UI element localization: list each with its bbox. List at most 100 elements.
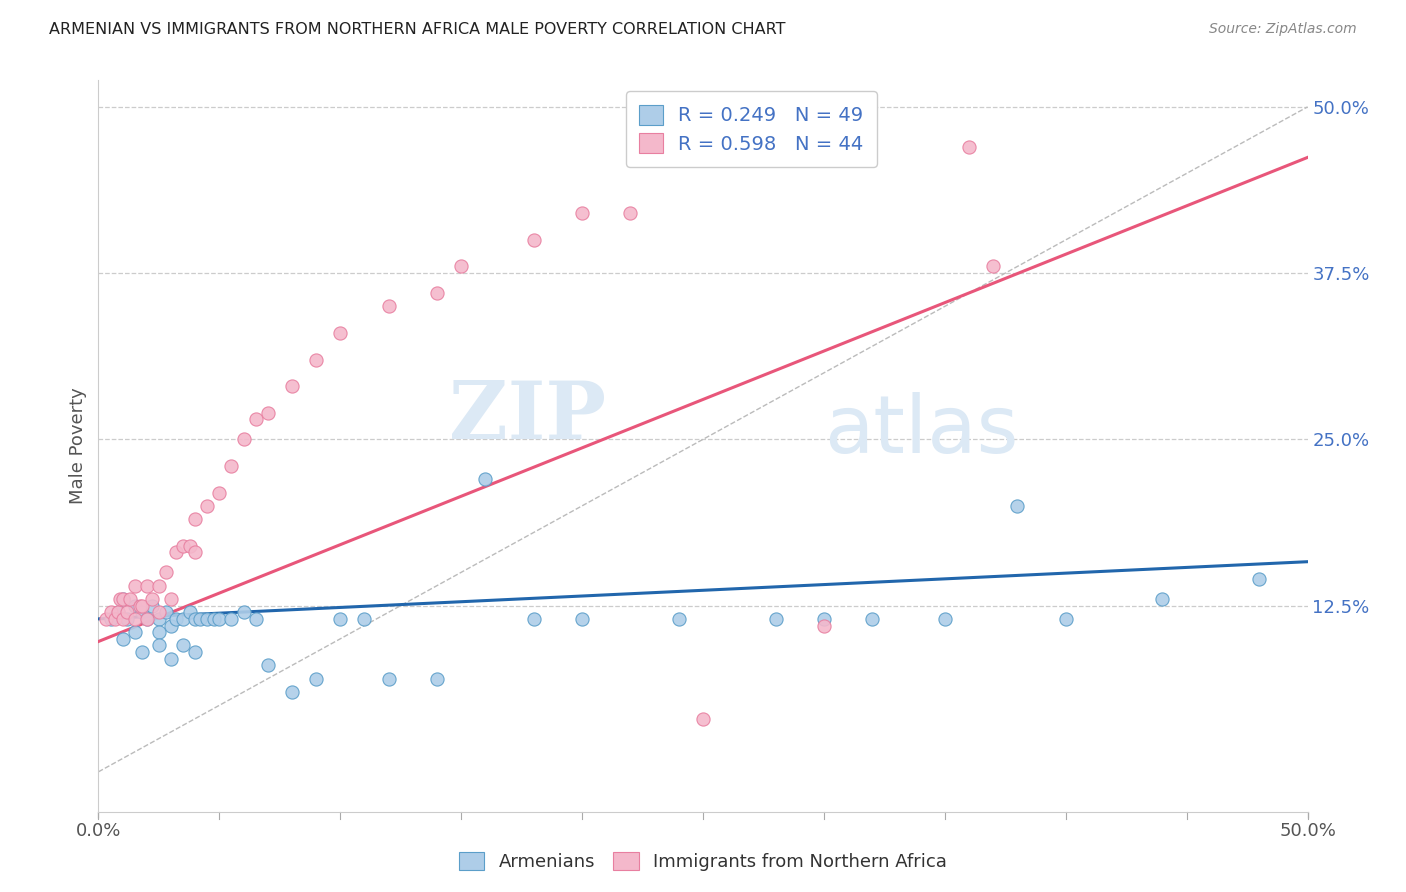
Point bbox=[571, 612, 593, 626]
Point bbox=[172, 639, 194, 653]
Point bbox=[1152, 591, 1174, 606]
Point bbox=[571, 206, 593, 220]
Legend: R = 0.249   N = 49, R = 0.598   N = 44: R = 0.249 N = 49, R = 0.598 N = 44 bbox=[626, 91, 877, 168]
Point bbox=[195, 499, 218, 513]
Point bbox=[184, 612, 207, 626]
Point bbox=[111, 612, 134, 626]
Point bbox=[148, 639, 170, 653]
Point bbox=[523, 612, 546, 626]
Point bbox=[232, 605, 254, 619]
Point bbox=[668, 612, 690, 626]
Point bbox=[124, 599, 146, 613]
Point bbox=[148, 612, 170, 626]
Y-axis label: Male Poverty: Male Poverty bbox=[69, 388, 87, 504]
Point bbox=[765, 612, 787, 626]
Point bbox=[813, 618, 835, 632]
Point bbox=[148, 579, 170, 593]
Point bbox=[117, 605, 139, 619]
Point bbox=[179, 539, 201, 553]
Point bbox=[523, 233, 546, 247]
Legend: Armenians, Immigrants from Northern Africa: Armenians, Immigrants from Northern Afri… bbox=[451, 845, 955, 879]
Point bbox=[160, 652, 183, 666]
Point bbox=[104, 612, 127, 626]
Point bbox=[353, 612, 375, 626]
Text: atlas: atlas bbox=[824, 392, 1018, 470]
Point bbox=[204, 612, 226, 626]
Point bbox=[131, 605, 153, 619]
Point bbox=[934, 612, 956, 626]
Point bbox=[981, 260, 1004, 274]
Point bbox=[305, 672, 328, 686]
Point bbox=[474, 472, 496, 486]
Point bbox=[179, 605, 201, 619]
Point bbox=[860, 612, 883, 626]
Point bbox=[124, 625, 146, 640]
Point bbox=[329, 326, 352, 340]
Point bbox=[305, 352, 328, 367]
Point bbox=[1007, 499, 1029, 513]
Point bbox=[184, 545, 207, 559]
Point bbox=[135, 612, 157, 626]
Point bbox=[155, 566, 177, 580]
Point bbox=[108, 591, 131, 606]
Point bbox=[172, 612, 194, 626]
Point bbox=[100, 605, 122, 619]
Point bbox=[160, 618, 183, 632]
Point bbox=[221, 612, 243, 626]
Point bbox=[160, 591, 183, 606]
Point bbox=[813, 612, 835, 626]
Point bbox=[256, 406, 278, 420]
Point bbox=[1054, 612, 1077, 626]
Point bbox=[100, 612, 122, 626]
Point bbox=[124, 612, 146, 626]
Point bbox=[111, 591, 134, 606]
Point bbox=[281, 685, 304, 699]
Text: Source: ZipAtlas.com: Source: ZipAtlas.com bbox=[1209, 22, 1357, 37]
Point bbox=[148, 625, 170, 640]
Point bbox=[208, 485, 231, 500]
Point bbox=[131, 645, 153, 659]
Text: ARMENIAN VS IMMIGRANTS FROM NORTHERN AFRICA MALE POVERTY CORRELATION CHART: ARMENIAN VS IMMIGRANTS FROM NORTHERN AFR… bbox=[49, 22, 786, 37]
Point bbox=[329, 612, 352, 626]
Point bbox=[184, 645, 207, 659]
Point bbox=[135, 579, 157, 593]
Point bbox=[107, 605, 129, 619]
Point bbox=[148, 605, 170, 619]
Point bbox=[165, 545, 187, 559]
Point bbox=[957, 140, 980, 154]
Point bbox=[172, 539, 194, 553]
Point bbox=[135, 612, 157, 626]
Point bbox=[188, 612, 211, 626]
Point bbox=[111, 591, 134, 606]
Point bbox=[1249, 572, 1271, 586]
Point bbox=[141, 591, 163, 606]
Point bbox=[232, 433, 254, 447]
Point bbox=[165, 612, 187, 626]
Point bbox=[117, 612, 139, 626]
Point bbox=[245, 412, 267, 426]
Point bbox=[155, 605, 177, 619]
Point bbox=[124, 579, 146, 593]
Text: ZIP: ZIP bbox=[450, 377, 606, 456]
Point bbox=[619, 206, 641, 220]
Point bbox=[107, 605, 129, 619]
Point bbox=[94, 612, 117, 626]
Point bbox=[377, 672, 399, 686]
Point bbox=[450, 260, 472, 274]
Point bbox=[111, 632, 134, 646]
Point bbox=[128, 599, 150, 613]
Point bbox=[426, 672, 449, 686]
Point bbox=[131, 599, 153, 613]
Point bbox=[184, 512, 207, 526]
Point bbox=[195, 612, 218, 626]
Point bbox=[256, 658, 278, 673]
Point bbox=[426, 286, 449, 301]
Point bbox=[208, 612, 231, 626]
Point bbox=[281, 379, 304, 393]
Point bbox=[141, 599, 163, 613]
Point bbox=[377, 299, 399, 313]
Point bbox=[692, 712, 714, 726]
Point bbox=[245, 612, 267, 626]
Point bbox=[221, 458, 243, 473]
Point bbox=[118, 591, 141, 606]
